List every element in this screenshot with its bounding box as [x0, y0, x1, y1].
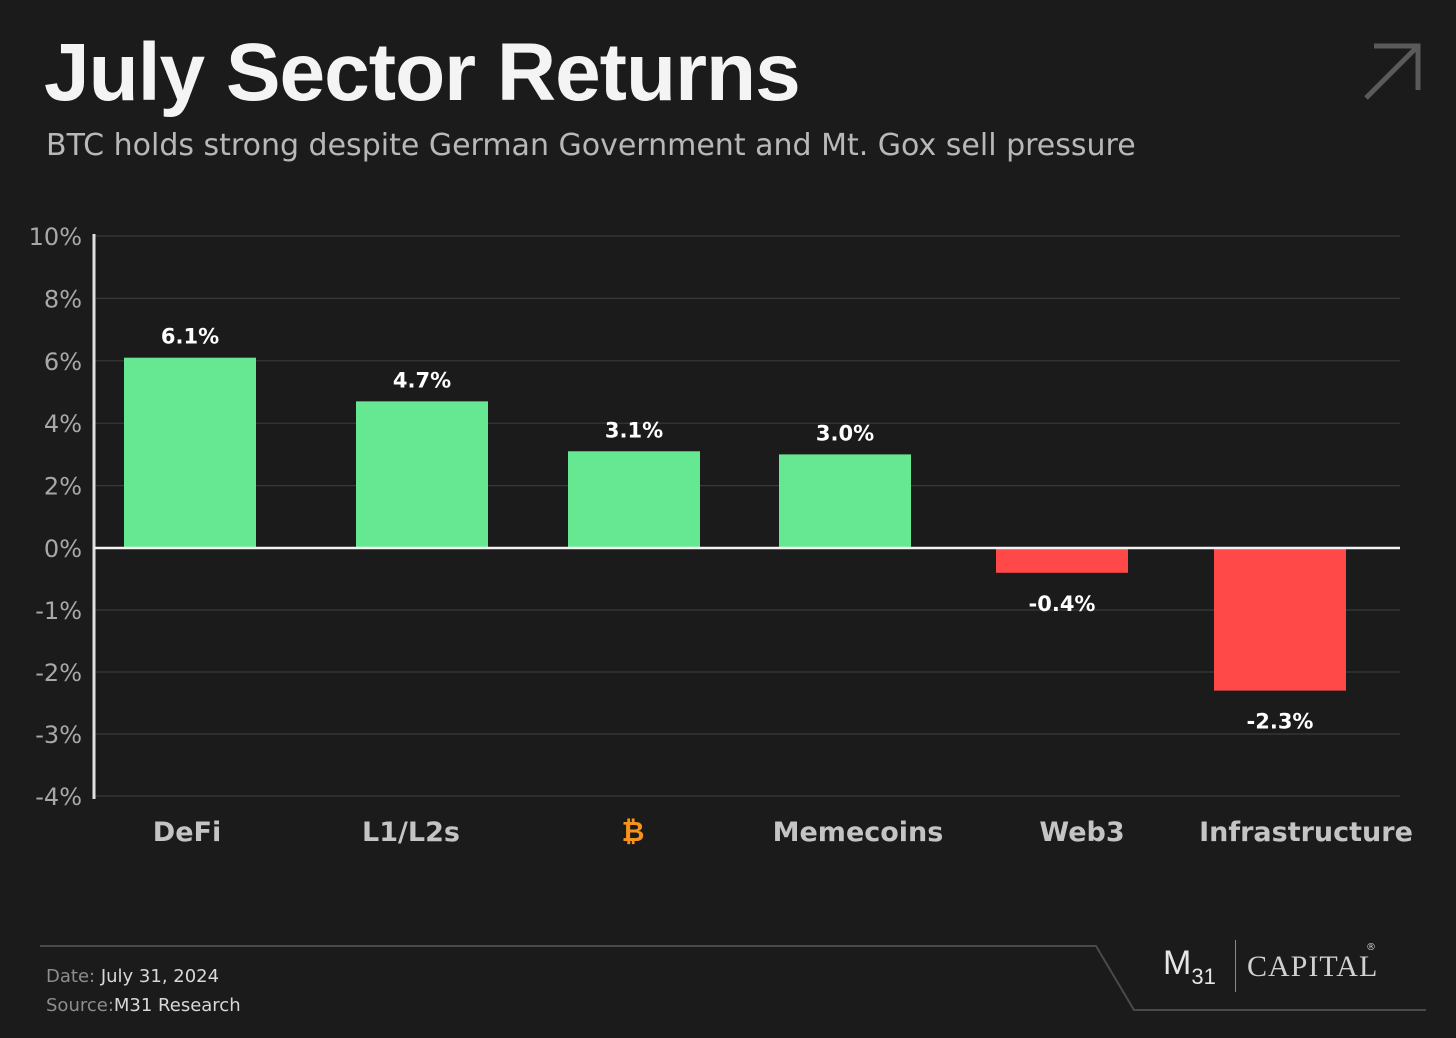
y-tick-label: -2%: [35, 659, 82, 687]
y-tick-label: 8%: [44, 285, 82, 313]
y-tick-label: 6%: [44, 348, 82, 376]
y-tick-label: -4%: [35, 783, 82, 811]
y-tick-label: -1%: [35, 597, 82, 625]
category-label: L1/L2s: [362, 817, 460, 848]
data-label: 6.1%: [161, 325, 219, 349]
y-tick-label: 0%: [44, 535, 82, 563]
logo-m31: M31: [1163, 944, 1216, 990]
bitcoin-icon: ₿: [622, 815, 645, 848]
bar: [124, 357, 256, 548]
date-label: Date:: [46, 966, 96, 987]
y-tick-label: 10%: [29, 223, 82, 251]
logo-registered: ®: [1366, 942, 1376, 953]
bar: [568, 451, 700, 548]
data-label: -2.3%: [1247, 710, 1314, 734]
category-label: Memecoins: [773, 817, 944, 848]
date-value: July 31, 2024: [100, 966, 220, 987]
bar-chart: 10% 8% 6% 4% 2% 0% -1% -2% -3% -4% 6.1% DeFi 4.7% L1/…: [29, 223, 1413, 848]
logo-separator: [1235, 940, 1236, 992]
logo-sub: 31: [1191, 964, 1216, 989]
logo-capital: CAPITAL: [1247, 950, 1379, 983]
data-label: 3.0%: [816, 421, 874, 445]
y-tick-label: 4%: [44, 410, 82, 438]
category-label: Infrastructure: [1199, 817, 1413, 848]
logo-m: M: [1163, 944, 1192, 982]
bar: [356, 401, 488, 548]
arrow-up-right-icon: [1364, 43, 1421, 100]
data-label: -0.4%: [1029, 592, 1096, 616]
bar: [779, 454, 911, 548]
source-line: Source:M31 Research: [46, 995, 241, 1016]
chart-subtitle: BTC holds strong despite German Governme…: [46, 128, 1136, 163]
data-label: 4.7%: [393, 368, 451, 392]
bar: [1214, 548, 1346, 691]
bar: [996, 548, 1128, 573]
category-label: DeFi: [153, 817, 221, 848]
date-line: Date: July 31, 2024: [46, 966, 219, 987]
category-label: Web3: [1039, 817, 1124, 848]
y-tick-label: -3%: [35, 721, 82, 749]
data-label: 3.1%: [605, 418, 663, 442]
chart-title: July Sector Returns: [44, 27, 801, 118]
y-tick-label: 2%: [44, 473, 82, 501]
source-label: Source:: [46, 995, 114, 1016]
source-value: M31 Research: [113, 995, 241, 1016]
